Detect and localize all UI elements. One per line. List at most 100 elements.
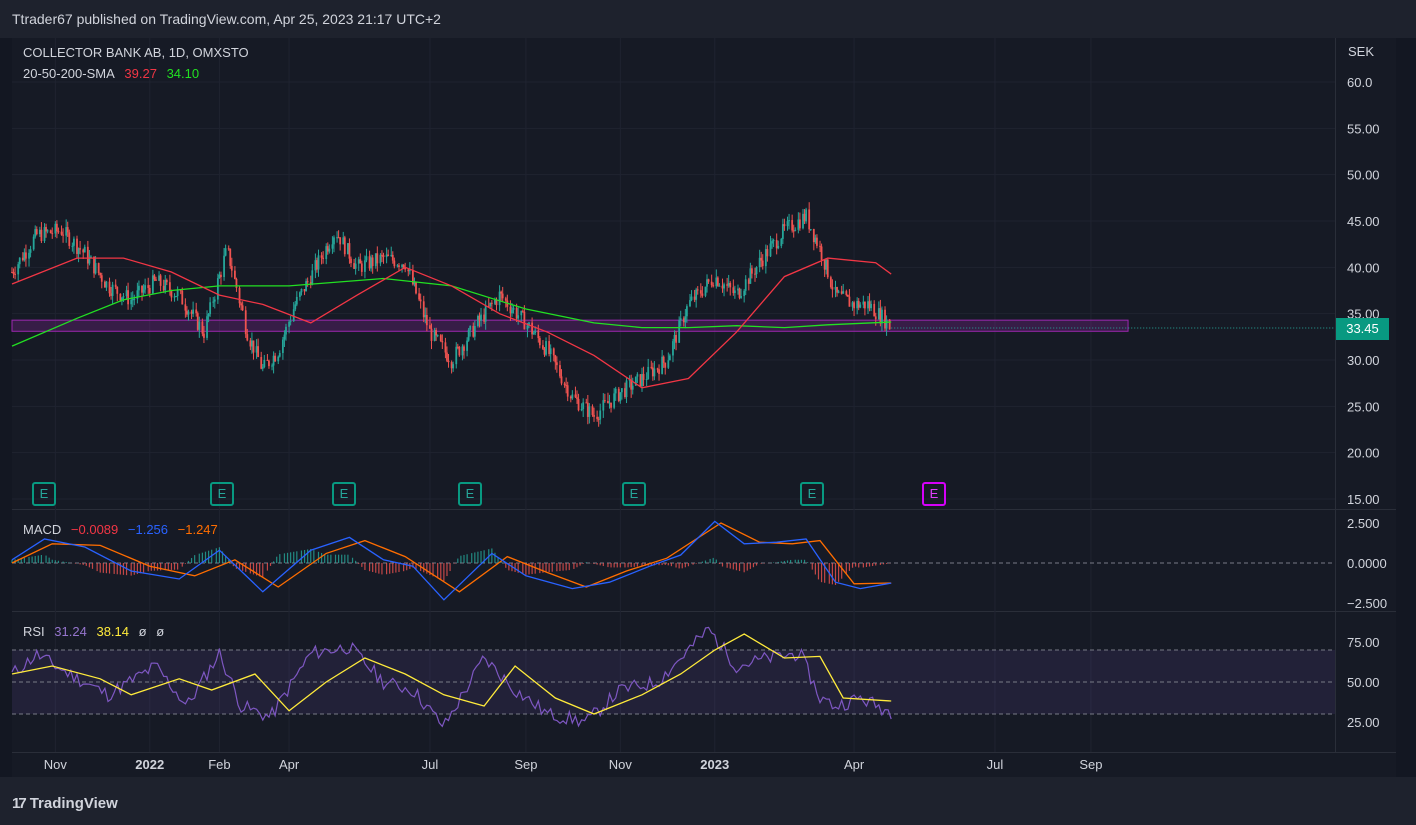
candle-body: [732, 287, 735, 294]
candle-body: [216, 278, 219, 300]
candle-body: [412, 270, 414, 285]
candle-body: [11, 271, 13, 273]
candle-body: [576, 397, 578, 399]
candle-body: [364, 260, 366, 272]
candle-body: [21, 257, 24, 261]
earnings-badge[interactable]: E: [458, 482, 482, 506]
candle-body: [706, 279, 708, 287]
price-axis-tick-label: 55.00: [1347, 121, 1380, 136]
candle-body: [175, 296, 177, 298]
candle-body: [543, 348, 546, 355]
time-axis-tick-label: Nov: [44, 757, 68, 772]
candle-body: [853, 302, 855, 309]
symbol-label: COLLECTOR BANK AB, 1D, OMXSTO: [23, 45, 249, 60]
candle-body: [240, 303, 242, 306]
time-axis-tick-label: Jul: [422, 757, 439, 772]
candle-body: [165, 279, 168, 283]
candle-body: [141, 285, 143, 293]
candle-body: [93, 256, 95, 274]
candle-body: [32, 236, 35, 250]
candle-body: [586, 402, 589, 417]
candle-body: [179, 290, 182, 292]
candle-body: [639, 374, 642, 387]
candle-body: [642, 374, 645, 380]
upcoming-earnings-badge[interactable]: E: [922, 482, 946, 506]
earnings-badge[interactable]: E: [332, 482, 356, 506]
candle-body: [79, 248, 82, 250]
candle-body: [223, 255, 225, 278]
price-axis-tick-label: 60.0: [1347, 75, 1372, 90]
candle-body: [733, 290, 736, 294]
candle-body: [473, 325, 476, 337]
candle-body: [82, 249, 85, 253]
price-legend-symbol: COLLECTOR BANK AB, 1D, OMXSTO: [23, 45, 255, 60]
sma200-value: 34.10: [166, 66, 200, 81]
candle-body: [679, 318, 682, 321]
candle-body: [641, 374, 643, 387]
macd-line: [11, 520, 892, 601]
candle-body: [517, 315, 520, 319]
rsi-ma-line: [11, 633, 892, 715]
candle-body: [430, 328, 433, 341]
candle-body: [339, 237, 342, 245]
candle-body: [656, 368, 659, 370]
candle-body: [689, 300, 691, 307]
candle-body: [295, 296, 298, 305]
candle-body: [159, 275, 162, 286]
candle-body: [461, 346, 464, 356]
tradingview-logo[interactable]: 17 TradingView: [12, 795, 118, 812]
candle-body: [848, 296, 851, 307]
candle-body: [274, 355, 277, 362]
candle-body: [771, 241, 773, 244]
candle-body: [201, 321, 204, 334]
candle-body: [494, 299, 496, 304]
candle-body: [18, 257, 21, 265]
earnings-badge[interactable]: E: [210, 482, 234, 506]
candle-body: [147, 285, 150, 288]
earnings-badge[interactable]: E: [800, 482, 824, 506]
candle-body: [390, 254, 393, 256]
chart-frame[interactable]: [12, 38, 1396, 777]
candle-body: [610, 402, 612, 408]
rsi-value: 31.24: [54, 624, 87, 639]
candle-body: [814, 237, 817, 243]
candle-body: [867, 301, 869, 309]
candle-body: [791, 220, 794, 231]
candle-body: [186, 310, 188, 315]
candle-body: [710, 281, 713, 286]
candle-body: [755, 267, 758, 275]
candle-body: [805, 209, 807, 222]
candle-body: [751, 268, 753, 274]
candle-body: [885, 319, 888, 329]
time-axis-tick-label: Sep: [514, 757, 537, 772]
candle-body: [288, 321, 290, 327]
earnings-badge[interactable]: E: [32, 482, 56, 506]
candle-body: [718, 285, 721, 287]
candle-body: [207, 314, 210, 317]
candle-body: [483, 314, 486, 322]
candle-body: [108, 281, 111, 294]
candle-body: [870, 303, 872, 309]
earnings-badge[interactable]: E: [622, 482, 646, 506]
candle-body: [68, 232, 71, 246]
price-axis-tick-label: 35.00: [1347, 307, 1380, 322]
candle-body: [354, 263, 357, 269]
candle-body: [603, 400, 606, 402]
candle-body: [566, 385, 569, 397]
candle-body: [138, 285, 140, 291]
candle-body: [283, 334, 286, 340]
candle-body: [130, 299, 133, 305]
candle-body: [148, 287, 151, 294]
candle-body: [729, 283, 732, 288]
candle-body: [90, 256, 92, 258]
candle-body: [153, 275, 156, 280]
candle-body: [218, 274, 221, 279]
candle-body: [28, 252, 30, 259]
candle-body: [472, 325, 475, 337]
time-axis-tick-label: 2022: [135, 757, 164, 772]
candle-body: [300, 288, 303, 293]
candle-body: [192, 309, 195, 314]
candle-body: [458, 346, 461, 356]
candle-body: [320, 255, 323, 258]
